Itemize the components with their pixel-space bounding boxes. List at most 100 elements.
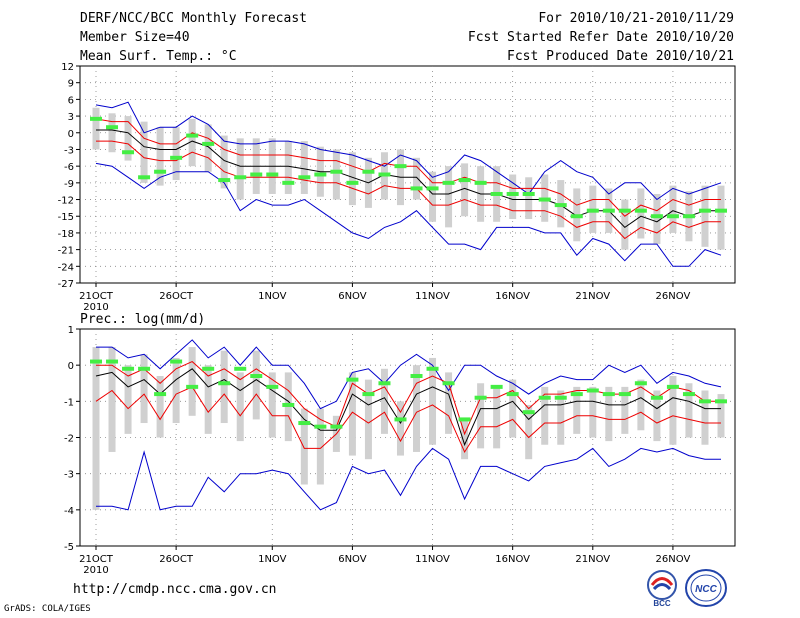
median-mark xyxy=(106,125,119,130)
median-mark xyxy=(618,392,631,397)
x-tick-label: 26OCT xyxy=(159,291,194,302)
ncc-logo-icon: NCC xyxy=(685,569,727,607)
spread-box xyxy=(236,138,244,200)
median-mark xyxy=(698,208,711,213)
series-mean-line xyxy=(96,129,721,229)
spread-box xyxy=(332,149,340,200)
median-mark xyxy=(602,208,615,213)
x-tick-label: 21NOV xyxy=(575,291,610,302)
forecast-produced-label: Fcst Produced Date 2010/10/21 xyxy=(507,49,734,64)
member-size-label: Member Size=40 xyxy=(80,30,190,45)
median-mark xyxy=(618,208,631,213)
series-max-line xyxy=(95,101,722,201)
grads-credit: GrADS: COLA/IGES xyxy=(4,604,91,614)
median-mark xyxy=(346,180,359,185)
spread-box xyxy=(300,141,308,194)
x-tick-label: 11NOV xyxy=(415,554,450,565)
spread-box xyxy=(429,171,437,222)
spread-box xyxy=(461,163,469,217)
spread-box xyxy=(316,408,324,485)
y-tick-label: -9 xyxy=(64,179,74,190)
median-mark xyxy=(138,175,151,180)
median-mark xyxy=(218,381,231,386)
median-mark xyxy=(634,208,647,213)
spread-box xyxy=(589,386,597,438)
median-mark xyxy=(154,392,167,397)
median-mark xyxy=(394,417,407,422)
forecast-period-label: For 2010/10/21-2010/11/29 xyxy=(538,11,734,26)
y-tick-label: -6 xyxy=(64,162,74,173)
y-tick-label: -5 xyxy=(64,542,74,553)
series-lower-line xyxy=(95,386,721,454)
median-mark xyxy=(186,384,199,389)
spread-box xyxy=(220,135,228,189)
median-mark xyxy=(570,392,583,397)
spread-box xyxy=(445,372,453,434)
spread-box xyxy=(717,394,725,438)
panel-1: 12 9 6 3 0 -3 -6 -9 -12 -15 -18 -21 -24 -27 21OCT 26OCT… xyxy=(58,62,736,313)
x-tick-label: 1NOV xyxy=(258,554,287,565)
spread-box xyxy=(509,379,517,438)
median-mark xyxy=(410,374,423,379)
median-mark xyxy=(554,395,567,400)
spread-box xyxy=(685,383,693,438)
spread-box xyxy=(653,390,661,442)
median-mark xyxy=(362,169,375,174)
spread-box xyxy=(701,185,709,247)
y-tick-label: 3 xyxy=(68,112,74,123)
x-tick-label: 6NOV xyxy=(338,291,367,302)
spread-box xyxy=(108,347,116,452)
x-tick-label: 21OCT xyxy=(79,291,114,302)
median-mark xyxy=(682,392,695,397)
y-tick-label: -12 xyxy=(58,196,74,207)
spread-box xyxy=(525,404,533,460)
median-mark xyxy=(474,180,487,185)
median-mark xyxy=(170,359,183,364)
spread-box xyxy=(701,390,709,445)
spread-box xyxy=(300,408,308,485)
median-mark xyxy=(410,186,423,191)
median-mark xyxy=(186,133,199,138)
y-tick-label: -18 xyxy=(58,229,74,240)
median-mark xyxy=(506,191,519,196)
spread-box xyxy=(236,372,244,442)
series-min-line xyxy=(96,447,721,511)
median-mark xyxy=(298,175,311,180)
spread-box xyxy=(124,116,132,161)
y-tick-label: 6 xyxy=(68,95,74,106)
median-mark xyxy=(218,178,231,183)
median-mark xyxy=(522,410,535,415)
median-mark xyxy=(250,374,263,379)
x-tick-label: 26NOV xyxy=(656,554,691,565)
median-mark xyxy=(250,172,263,177)
spread-box xyxy=(461,419,469,460)
y-tick-label: -24 xyxy=(58,262,74,273)
median-mark xyxy=(506,392,519,397)
spread-box xyxy=(92,347,100,510)
median-mark xyxy=(698,399,711,404)
spread-box xyxy=(188,347,196,416)
x-tick-label: 26NOV xyxy=(656,291,691,302)
y-tick-label: 0 xyxy=(68,361,74,372)
median-mark xyxy=(490,191,503,196)
spread-box xyxy=(541,386,549,445)
median-mark xyxy=(666,214,679,219)
median-mark xyxy=(122,150,135,155)
median-mark xyxy=(234,366,247,371)
median-mark xyxy=(330,169,343,174)
spread-box xyxy=(172,127,180,181)
source-url[interactable]: http://cmdp.ncc.cma.gov.cn xyxy=(73,582,277,597)
median-mark xyxy=(666,384,679,389)
series-upper-line xyxy=(96,361,721,436)
median-mark xyxy=(378,172,391,177)
spread-box xyxy=(557,390,565,445)
spread-box xyxy=(413,157,421,200)
x-tick-label: 21OCT xyxy=(79,554,114,565)
spread-box xyxy=(92,107,100,150)
spread-box xyxy=(509,174,517,220)
median-mark xyxy=(90,116,102,121)
median-mark xyxy=(650,214,663,219)
median-mark xyxy=(330,424,343,429)
y-tick-label: -3 xyxy=(64,470,74,481)
